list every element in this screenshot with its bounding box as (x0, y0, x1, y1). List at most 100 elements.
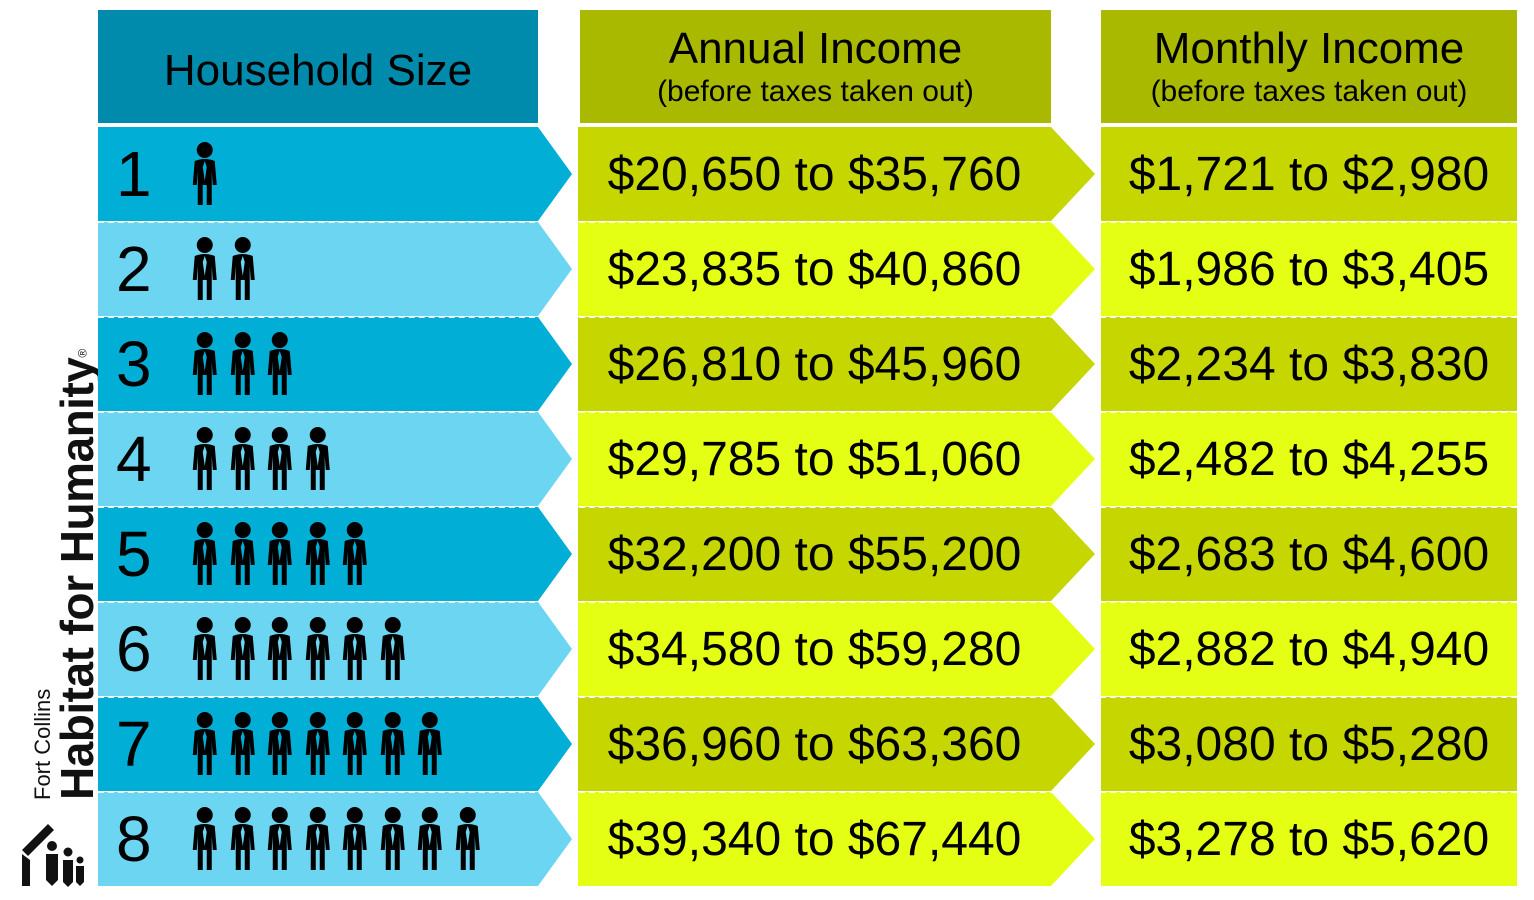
monthly-income-value: $1,721 to $2,980 (1128, 147, 1490, 201)
chevron-arrow-icon (538, 697, 572, 791)
person-icon (342, 712, 367, 775)
row-divider (98, 696, 1517, 698)
person-icon (192, 617, 217, 680)
household-size-cell: 7 (98, 697, 538, 791)
household-size-number: 4 (116, 423, 152, 495)
chevron-arrow-icon (1051, 507, 1095, 601)
person-icon (380, 712, 405, 775)
table-row: 5 $32,200 to $55,200 $2,683 to $4,600 (0, 507, 1534, 601)
chevron-arrow-icon (538, 222, 572, 316)
household-size-cell: 4 (98, 412, 538, 506)
table-row: 6 $34,580 to $59,280 $2,882 to $4,940 (0, 602, 1534, 696)
annual-income-value: $34,580 to $59,280 (607, 622, 1022, 676)
person-icon (230, 332, 255, 395)
table-row: 1 $20,650 to $35,760 $1,721 to $2,980 (0, 127, 1534, 221)
table-row: 7 $36,960 to $63,360 $3,080 to $5,280 (0, 697, 1534, 791)
person-icon (305, 427, 330, 490)
monthly-income-value: $2,882 to $4,940 (1128, 622, 1490, 676)
annual-income-cell: $32,200 to $55,200 (578, 507, 1051, 601)
chevron-arrow-icon (538, 412, 572, 506)
people-icons (186, 236, 261, 302)
household-size-number: 2 (116, 233, 152, 305)
person-icon (230, 617, 255, 680)
people-icons (186, 521, 374, 587)
monthly-income-value: $3,278 to $5,620 (1128, 812, 1490, 866)
table-row: 4 $29,785 to $51,060 $2,482 to $4,255 (0, 412, 1534, 506)
people-icons (186, 331, 299, 397)
annual-income-cell: $26,810 to $45,960 (578, 317, 1051, 411)
annual-income-value: $23,835 to $40,860 (607, 242, 1022, 296)
monthly-income-value: $2,234 to $3,830 (1128, 337, 1490, 391)
annual-income-value: $26,810 to $45,960 (607, 337, 1022, 391)
person-icon (230, 712, 255, 775)
person-icon (192, 237, 217, 300)
row-divider (98, 221, 1517, 223)
person-icon (267, 332, 292, 395)
person-icon (455, 807, 480, 870)
person-icon (342, 522, 367, 585)
annual-income-value: $39,340 to $67,440 (607, 812, 1022, 866)
chevron-arrow-icon (1051, 697, 1095, 791)
household-size-cell: 8 (98, 792, 538, 886)
person-icon (230, 427, 255, 490)
person-icon (267, 807, 292, 870)
person-icon (192, 427, 217, 490)
table-row: 8 $39,340 to $67,440 $3,278 to $5,620 (0, 792, 1534, 886)
monthly-income-cell: $1,721 to $2,980 (1101, 127, 1517, 221)
chevron-arrow-icon (1051, 412, 1095, 506)
monthly-income-cell: $3,080 to $5,280 (1101, 697, 1517, 791)
habitat-house-icon (22, 824, 84, 887)
annual-income-value: $32,200 to $55,200 (607, 527, 1022, 581)
monthly-income-value: $2,683 to $4,600 (1128, 527, 1490, 581)
people-icons (186, 141, 224, 207)
person-icon (267, 427, 292, 490)
household-size-number: 7 (116, 708, 152, 780)
person-icon (267, 617, 292, 680)
person-icon (417, 712, 442, 775)
person-icon (267, 712, 292, 775)
person-icon (192, 142, 217, 205)
household-size-number: 5 (116, 518, 152, 590)
person-icon (230, 237, 255, 300)
household-size-cell: 5 (98, 507, 538, 601)
person-icon (230, 522, 255, 585)
household-size-title: Household Size (163, 45, 473, 95)
monthly-income-cell: $2,234 to $3,830 (1101, 317, 1517, 411)
chevron-arrow-icon (1051, 127, 1095, 221)
table-row: 2 $23,835 to $40,860 $1,986 to $3,405 (0, 222, 1534, 316)
chevron-arrow-icon (538, 792, 572, 886)
person-icon (417, 807, 442, 870)
household-size-cell: 6 (98, 602, 538, 696)
household-size-header: Household Size (98, 10, 538, 123)
household-size-cell: 3 (98, 317, 538, 411)
person-icon (342, 807, 367, 870)
chevron-arrow-icon (538, 317, 572, 411)
chevron-arrow-icon (538, 507, 572, 601)
annual-income-value: $29,785 to $51,060 (607, 432, 1022, 486)
chevron-arrow-icon (538, 127, 572, 221)
annual-income-cell: $20,650 to $35,760 (578, 127, 1051, 221)
row-divider (98, 601, 1517, 603)
person-icon (267, 522, 292, 585)
monthly-income-cell: $2,683 to $4,600 (1101, 507, 1517, 601)
monthly-income-cell: $3,278 to $5,620 (1101, 792, 1517, 886)
monthly-income-cell: $2,482 to $4,255 (1101, 412, 1517, 506)
row-divider (98, 411, 1517, 413)
person-icon (305, 522, 330, 585)
row-divider (98, 506, 1517, 508)
habitat-logo: Fort Collins Habitat for Humanity® (0, 120, 103, 887)
monthly-income-value: $1,986 to $3,405 (1128, 242, 1490, 296)
people-icons (186, 711, 449, 777)
monthly-income-header: Monthly Income (before taxes taken out) (1101, 10, 1517, 123)
person-icon (380, 617, 405, 680)
household-size-number: 6 (116, 613, 152, 685)
annual-income-cell: $36,960 to $63,360 (578, 697, 1051, 791)
household-size-number: 8 (116, 803, 152, 875)
people-icons (186, 806, 486, 872)
person-icon (380, 807, 405, 870)
person-icon (192, 712, 217, 775)
chevron-arrow-icon (1051, 222, 1095, 316)
person-icon (230, 807, 255, 870)
household-size-number: 3 (116, 328, 152, 400)
person-icon (342, 617, 367, 680)
